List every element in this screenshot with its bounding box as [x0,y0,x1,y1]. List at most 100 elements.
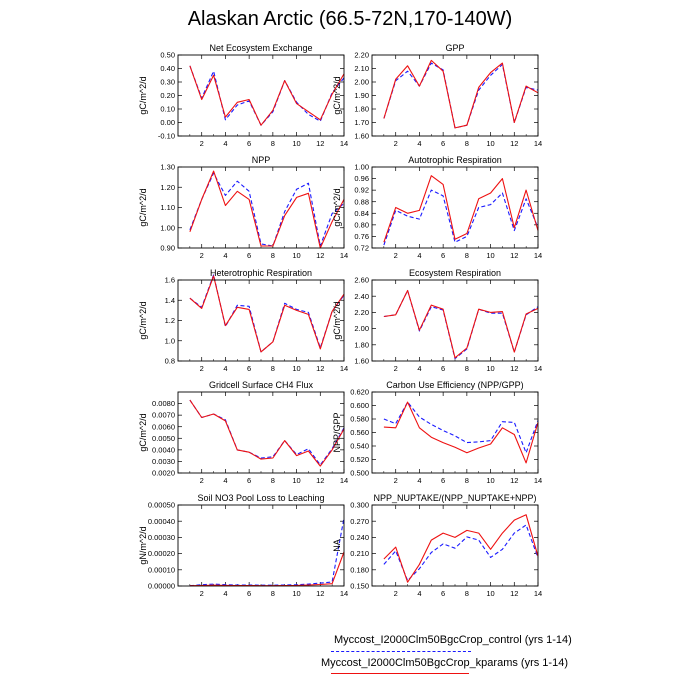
y-tick-label: 0.8 [165,357,175,366]
series-line-kparams [189,399,345,467]
y-axis-label: gC/m^2/d [138,413,148,451]
x-tick-label: 12 [316,251,324,260]
y-tick-label: 0.580 [350,415,369,424]
plot-frame [177,279,345,362]
x-tick-label: 8 [465,589,469,598]
y-tick-label: 0.10 [160,105,175,114]
y-tick-label: 0.180 [350,565,369,574]
page-title: Alaskan Arctic (66.5-72N,170-140W) [187,8,513,30]
y-tick-label: 0.0050 [152,434,175,443]
y-tick-label: 1.60 [354,357,369,366]
x-tick-label: 10 [292,476,300,485]
chart-panel: Gridcell Surface CH4 Flux gC/m^2/d 2 4 6 8 10 1… [138,380,348,485]
x-tick-label: 10 [292,139,300,148]
x-tick-label: 14 [340,364,348,373]
panel-title: Heterotrophic Respiration [210,268,312,278]
x-tick-label: 6 [441,589,445,598]
chart-panel: Carbon Use Efficiency (NPP/GPP) NPP/GPP 2 4… [332,380,542,485]
x-tick-label: 8 [465,251,469,260]
y-tick-label: 0.620 [350,388,369,397]
x-tick-label: 10 [292,364,300,373]
y-tick-label: 2.20 [354,308,369,317]
y-tick-label: 2.00 [354,324,369,333]
series-line-kparams [383,59,539,129]
x-tick-label: 6 [441,139,445,148]
y-axis-label: gC/m^2/d [138,301,148,339]
y-tick-label: 1.00 [160,223,175,232]
x-tick-label: 14 [340,589,348,598]
legend-line-control [331,651,471,652]
y-tick-label: 0.40 [160,64,175,73]
y-tick-label: 0.240 [350,533,369,542]
y-tick-label: 0.00010 [148,565,175,574]
x-tick-label: 2 [394,251,398,260]
legend-label-kparams: Myccost_I2000Clm50BgcCrop_kparams (yrs 1… [321,657,568,669]
y-tick-label: 1.20 [160,183,175,192]
x-tick-label: 10 [292,251,300,260]
y-axis-label: gC/m^2/d [138,188,148,226]
panel-title: Ecosystem Respiration [409,268,501,278]
chart-panel: GPP gC/m^2/d 2 4 6 8 10 12 14 1.60 1.70 1.80 1.90 2.0… [332,43,542,148]
y-tick-label: 0.00030 [148,533,175,542]
x-tick-label: 10 [292,589,300,598]
plot-frame [177,391,345,474]
y-tick-label: 0.0030 [152,457,175,466]
y-tick-label: 0.50 [160,51,175,60]
panel-title: Autotrophic Respiration [408,155,502,165]
y-tick-label: 2.40 [354,292,369,301]
x-tick-label: 12 [316,476,324,485]
y-tick-label: 0.90 [160,244,175,253]
series-line-control [189,517,345,587]
y-tick-label: 0.0080 [152,399,175,408]
x-tick-label: 10 [486,139,494,148]
y-tick-label: 0.0060 [152,422,175,431]
chart-panel: Soil NO3 Pool Loss to Leaching gN/m^2/d 2 4… [138,493,348,598]
x-tick-label: 4 [223,476,227,485]
x-tick-label: 10 [486,251,494,260]
series-line-control [383,189,539,246]
y-tick-label: 1.00 [354,163,369,172]
y-tick-label: 2.10 [354,64,369,73]
plot-frame [371,504,539,587]
y-tick-label: 0.600 [350,401,369,410]
x-tick-label: 12 [510,589,518,598]
x-tick-label: 6 [247,364,251,373]
x-tick-label: 2 [394,589,398,598]
x-tick-label: 12 [316,139,324,148]
x-tick-label: 12 [510,476,518,485]
x-tick-label: 4 [223,139,227,148]
x-tick-label: 12 [510,251,518,260]
y-tick-label: 0.00040 [148,517,175,526]
x-tick-label: 6 [247,251,251,260]
x-tick-label: 8 [271,589,275,598]
y-tick-label: 1.80 [354,105,369,114]
y-tick-label: 1.0 [165,336,175,345]
y-tick-label: 0.150 [350,582,369,591]
x-tick-label: 4 [223,364,227,373]
y-tick-label: 0.00050 [148,501,175,510]
panel-title: Net Ecosystem Exchange [209,43,312,53]
x-tick-label: 12 [316,364,324,373]
x-tick-label: 14 [340,251,348,260]
y-tick-label: 0.500 [350,469,369,478]
panel-title: Carbon Use Efficiency (NPP/GPP) [386,380,523,390]
series-line-kparams [189,170,345,249]
series-line-control [189,274,345,353]
x-tick-label: 2 [200,251,204,260]
x-tick-label: 10 [486,476,494,485]
y-tick-label: 1.10 [160,203,175,212]
x-tick-label: 2 [200,476,204,485]
x-tick-label: 6 [247,476,251,485]
y-tick-label: 0.30 [160,78,175,87]
y-tick-label: 0.84 [354,209,369,218]
x-tick-label: 2 [394,364,398,373]
y-tick-label: 1.6 [165,276,175,285]
x-tick-label: 8 [465,476,469,485]
y-tick-label: 0.210 [350,549,369,558]
y-tick-label: 0.20 [160,91,175,100]
series-line-control [189,65,345,126]
panel-title: Soil NO3 Pool Loss to Leaching [197,493,324,503]
panel-title: Gridcell Surface CH4 Flux [209,380,314,390]
x-tick-label: 6 [247,589,251,598]
